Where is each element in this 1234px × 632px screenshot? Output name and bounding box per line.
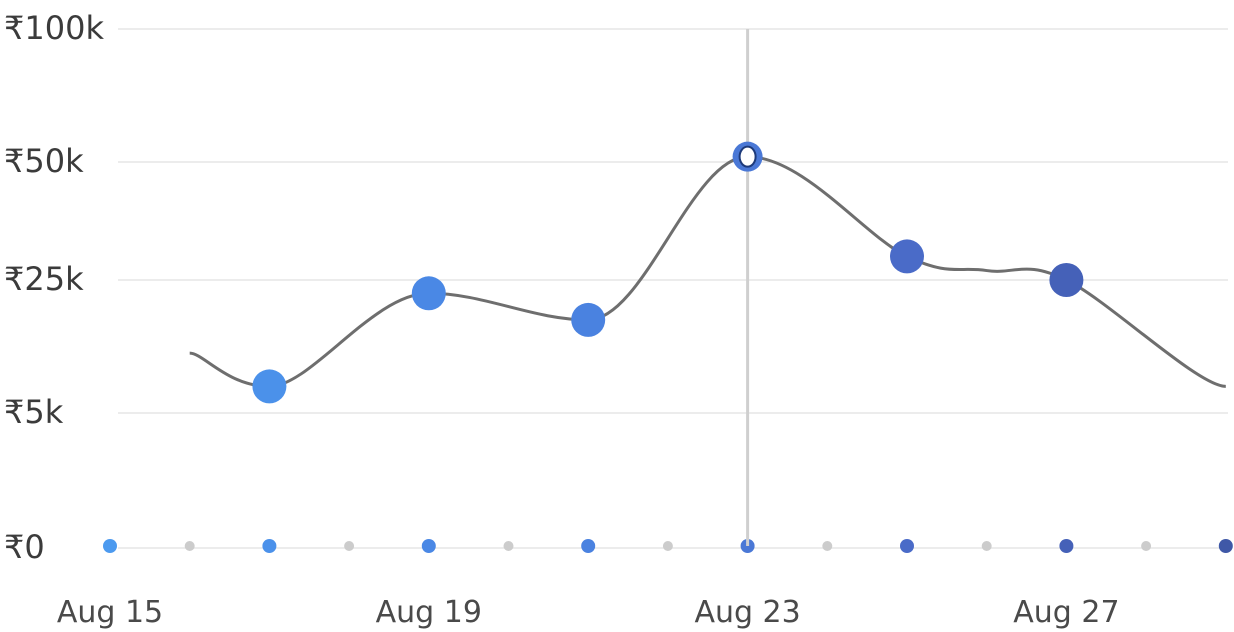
gridlines [118, 28, 1228, 549]
data-points [252, 141, 1084, 404]
y-tick-label: ₹25k [4, 260, 84, 298]
x-tick-label: Aug 23 [694, 595, 800, 630]
baseline-dot-minor [1141, 541, 1152, 551]
baseline-dot-minor [184, 541, 195, 551]
baseline-dot-major [581, 539, 596, 553]
baseline-dots [103, 539, 1233, 553]
baseline-dot-major [421, 539, 436, 553]
baseline-dot-major [262, 539, 277, 553]
x-axis: Aug 15 Aug 19 Aug 23 Aug 27 [57, 595, 1120, 630]
highlighted-point-center [738, 145, 757, 168]
y-axis: ₹0 ₹5k ₹25k ₹50k ₹100k [4, 9, 104, 566]
data-point [1049, 263, 1084, 297]
baseline-dot-major [103, 539, 117, 553]
series-line [189, 155, 1226, 388]
baseline-dot-minor [662, 541, 673, 551]
baseline-dot-minor [822, 541, 833, 551]
baseline-dot-minor [981, 541, 992, 551]
data-point [890, 239, 924, 274]
baseline-dot-minor [503, 541, 514, 551]
baseline-dot-major [900, 539, 914, 553]
baseline-dot-minor [344, 541, 355, 551]
x-tick-label: Aug 27 [1013, 595, 1119, 630]
y-tick-label: ₹5k [4, 393, 64, 431]
x-tick-label: Aug 15 [57, 595, 163, 630]
baseline-dot-major [1218, 539, 1233, 553]
y-tick-label: ₹100k [4, 9, 104, 47]
y-tick-label: ₹0 [4, 528, 45, 566]
y-tick-label: ₹50k [4, 142, 84, 180]
data-point [252, 369, 287, 404]
x-tick-label: Aug 19 [376, 595, 482, 630]
baseline-dot-major [1059, 539, 1074, 553]
data-point [571, 302, 606, 337]
data-point [411, 276, 446, 311]
